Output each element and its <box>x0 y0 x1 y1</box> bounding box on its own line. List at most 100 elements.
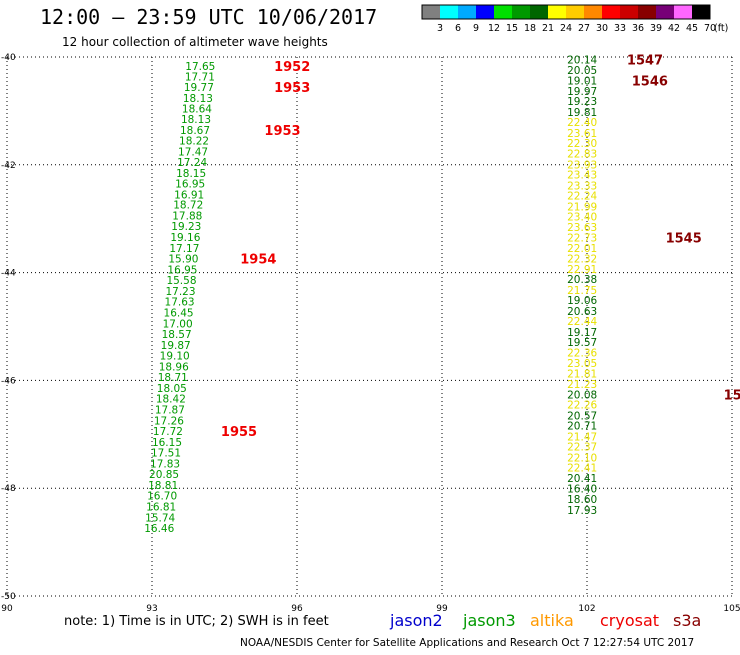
satellite-legend-entry: altika <box>530 611 574 630</box>
colorbar-swatch <box>548 5 566 19</box>
colorbar-label: 42 <box>668 23 680 34</box>
data-point-label: 19.77 <box>184 82 214 94</box>
colorbar-label: 36 <box>632 23 644 34</box>
data-point-label: 20.85 <box>149 469 179 481</box>
data-point-label: 18.96 <box>159 361 189 373</box>
data-points: 17.6517.7119.7718.1318.6418.1318.6718.22… <box>144 55 597 535</box>
data-point-label: 19.87 <box>161 340 191 352</box>
data-point-label: 17.24 <box>177 157 207 169</box>
data-point-label: 22.26 <box>567 400 597 412</box>
data-point-label: 18.64 <box>182 104 212 116</box>
colorbar-label: 24 <box>560 23 572 34</box>
data-point-label: 17.26 <box>154 415 184 427</box>
data-point-label: 16.45 <box>164 307 194 319</box>
data-point-label: 20.38 <box>567 274 597 286</box>
data-point-label: 19.57 <box>567 337 597 349</box>
colorbar-swatch <box>620 5 638 19</box>
data-point-label: 16.46 <box>144 523 174 535</box>
time-label: 1953 <box>264 124 300 139</box>
data-point-label: 22.73 <box>567 233 597 245</box>
data-point-label: 18.22 <box>179 136 209 148</box>
data-point-label: 20.63 <box>567 306 597 318</box>
data-point-label: 19.10 <box>160 351 190 363</box>
time-label: 1955 <box>221 425 257 440</box>
data-point-label: 22.32 <box>567 254 597 266</box>
data-point-label: 22.41 <box>567 463 597 475</box>
data-point-label: 15.90 <box>168 254 198 266</box>
time-label: 1952 <box>274 60 310 75</box>
data-point-label: 22.01 <box>567 243 597 255</box>
y-tick-label: -42 <box>1 161 16 171</box>
time-label: 1953 <box>274 81 310 96</box>
data-point-label: 19.06 <box>567 295 597 307</box>
data-point-label: 19.81 <box>567 107 597 119</box>
data-point-label: 22.24 <box>567 191 597 203</box>
data-point-label: 17.51 <box>151 448 181 460</box>
data-point-label: 19.17 <box>567 327 597 339</box>
colorbar-swatch <box>512 5 530 19</box>
data-point-label: 18.42 <box>156 394 186 406</box>
x-tick-label: 102 <box>578 604 595 614</box>
data-point-label: 17.83 <box>150 458 180 470</box>
data-point-label: 16.70 <box>147 491 177 503</box>
data-point-label: 22.44 <box>567 316 597 328</box>
data-point-label: 20.08 <box>567 389 597 401</box>
colorbar-label: 45 <box>686 23 698 34</box>
time-label: 1546 <box>632 75 668 90</box>
data-point-label: 20.57 <box>567 410 597 422</box>
data-point-label: 18.05 <box>157 383 187 395</box>
colorbar-swatch <box>656 5 674 19</box>
colorbar-swatch <box>584 5 602 19</box>
colorbar-swatch <box>422 5 440 19</box>
time-label: 1545 <box>666 232 702 247</box>
colorbar-label: 15 <box>506 23 518 34</box>
chart-subtitle: 12 hour collection of altimeter wave hei… <box>62 35 328 49</box>
y-tick-label: -50 <box>1 592 16 602</box>
colorbar-label: 39 <box>650 23 662 34</box>
data-point-label: 18.71 <box>158 372 188 384</box>
time-label: 1544 <box>724 388 740 403</box>
data-point-label: 17.17 <box>169 243 199 255</box>
colorbar-swatch <box>692 5 710 19</box>
colorbar-swatch <box>674 5 692 19</box>
x-tick-label: 99 <box>436 604 448 614</box>
x-tick-label: 96 <box>291 604 303 614</box>
data-point-label: 22.37 <box>567 442 597 454</box>
y-tick-label: -46 <box>1 376 16 386</box>
data-point-label: 23.40 <box>567 212 597 224</box>
colorbar-label: 9 <box>473 23 479 34</box>
colorbar-label: 3 <box>437 23 443 34</box>
data-point-label: 16.81 <box>146 502 176 514</box>
data-point-label: 16.40 <box>567 484 597 496</box>
colorbar-swatch <box>530 5 548 19</box>
data-point-label: 17.71 <box>185 71 215 83</box>
colorbar: 3 6 9 12 15 18 21 24 27 30 33 36 39 42 45 70(ft) <box>421 4 728 34</box>
colorbar-frame <box>421 4 711 20</box>
colorbar-swatch <box>476 5 494 19</box>
colorbar-swatch <box>638 5 656 19</box>
data-point-label: 23.61 <box>567 128 597 140</box>
satellite-legend: jason2 jason3 altika cryosat s3a <box>389 611 701 630</box>
data-point-label: 21.23 <box>567 379 597 391</box>
data-point-label: 17.72 <box>153 426 183 438</box>
colorbar-swatch <box>602 5 620 19</box>
data-point-label: 23.93 <box>567 159 597 171</box>
data-point-label: 18.72 <box>173 200 203 212</box>
data-point-label: 17.88 <box>172 210 202 222</box>
data-point-label: 18.57 <box>162 329 192 341</box>
data-point-label: 18.13 <box>183 93 213 105</box>
y-tick-label: -44 <box>1 269 16 279</box>
colorbar-label: 27 <box>578 23 590 34</box>
footer-credit: NOAA/NESDIS Center for Satellite Applica… <box>240 637 694 649</box>
data-point-label: 16.15 <box>152 437 182 449</box>
colorbar-label: 33 <box>614 23 626 34</box>
data-point-label: 16.91 <box>174 189 204 201</box>
colorbar-label: 21 <box>542 23 554 34</box>
data-point-label: 21.75 <box>567 285 597 297</box>
data-point-label: 21.47 <box>567 431 597 443</box>
data-point-label: 22.10 <box>567 452 597 464</box>
data-point-label: 22.36 <box>567 347 597 359</box>
satellite-legend-entry: jason3 <box>462 611 516 630</box>
